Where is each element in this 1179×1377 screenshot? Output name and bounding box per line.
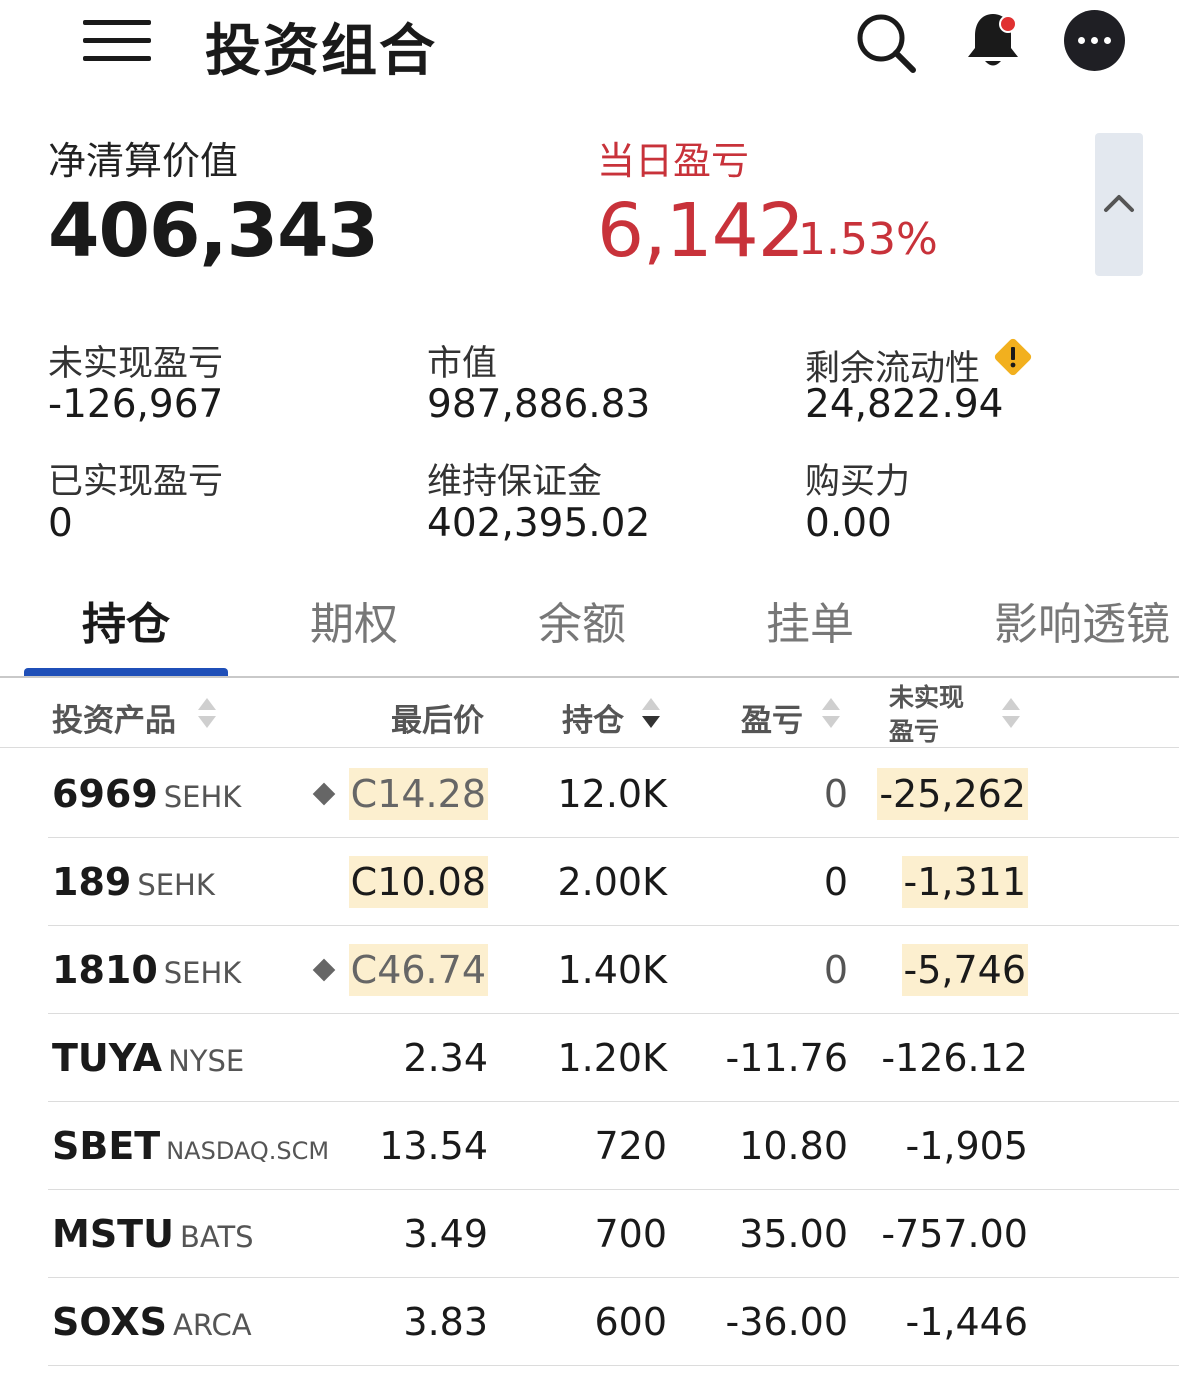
last-price: 3.49	[403, 1212, 488, 1256]
realized-pnl-label: 已实现盈亏	[48, 462, 224, 502]
sort-icon[interactable]	[1000, 696, 1022, 730]
sort-descending-icon[interactable]	[640, 696, 662, 730]
exchange: ARCA	[172, 1308, 252, 1342]
unrealized-pnl-label: 未实现盈亏	[48, 344, 224, 384]
unrealized-pnl: -1,311	[901, 856, 1028, 908]
market-value-value: 987,886.83	[427, 382, 651, 427]
symbol: 6969	[52, 772, 158, 816]
excess-liquidity-label: 剩余流动性	[805, 349, 981, 389]
tab-positions[interactable]: 持仓	[82, 599, 170, 650]
page-title: 投资组合	[205, 19, 437, 84]
daily-pnl-label: 当日盈亏	[597, 139, 750, 183]
warning-icon[interactable]	[993, 337, 1033, 377]
table-row[interactable]: 189 SEHK C10.08 2.00K 0 -1,311	[0, 838, 1179, 926]
position: 1.40K	[557, 948, 667, 992]
tab-impact-lens[interactable]: 影响透镜	[994, 599, 1170, 650]
table-row[interactable]: MSTU BATS 3.49 700 35.00 -757.00	[0, 1190, 1179, 1278]
excess-liquidity-value: 24,822.94	[805, 382, 1004, 427]
buying-power-label: 购买力	[805, 462, 911, 502]
tab-orders[interactable]: 挂单	[766, 599, 854, 650]
symbol: 189	[52, 860, 132, 904]
position: 1.20K	[557, 1036, 667, 1080]
pnl: -36.00	[725, 1300, 849, 1344]
market-value-label: 市值	[427, 344, 498, 384]
exchange: SEHK	[137, 868, 215, 902]
symbol: 1810	[52, 948, 158, 992]
column-header-product[interactable]: 投资产品	[52, 703, 176, 739]
table-row[interactable]: SOXS ARCA 3.83 600 -36.00 -1,446	[0, 1278, 1179, 1366]
symbol: SBET	[52, 1124, 161, 1168]
search-icon[interactable]	[855, 12, 917, 74]
column-header-last-price[interactable]: 最后价	[391, 703, 484, 739]
net-liquidation-label: 净清算价值	[48, 139, 239, 183]
table-row[interactable]: TUYA NYSE 2.34 1.20K -11.76 -126.12	[0, 1014, 1179, 1102]
realized-pnl-value: 0	[48, 501, 73, 546]
unrealized-pnl-value: -126,967	[48, 382, 224, 427]
app-header: 投资组合	[0, 0, 1179, 92]
table-row[interactable]: 6969 SEHK C14.28 12.0K 0 -25,262	[0, 750, 1179, 838]
more-button[interactable]	[1064, 10, 1125, 71]
exchange: SEHK	[163, 780, 242, 814]
maintenance-margin-value: 402,395.02	[427, 501, 651, 546]
table-row[interactable]: 1810 SEHK C46.74 1.40K 0 -5,746	[0, 926, 1179, 1014]
pnl: 35.00	[739, 1212, 848, 1256]
tabs-divider	[0, 676, 1179, 678]
buying-power-value: 0.00	[805, 501, 892, 546]
diamond-icon	[312, 958, 336, 982]
last-price: 2.34	[403, 1036, 488, 1080]
menu-icon[interactable]	[83, 20, 151, 62]
last-price: C10.08	[348, 856, 488, 908]
pnl: 0	[823, 860, 848, 904]
active-tab-indicator	[24, 668, 228, 676]
maintenance-margin-label: 维持保证金	[427, 462, 603, 502]
chevron-up-icon	[1104, 195, 1134, 212]
symbol: SOXS	[52, 1300, 167, 1344]
pnl: 10.80	[739, 1124, 848, 1168]
net-liquidation-value: 406,343	[48, 188, 379, 274]
table-header-divider	[0, 747, 1179, 748]
unrealized-pnl: -757.00	[881, 1212, 1028, 1256]
last-price: 13.54	[379, 1124, 488, 1168]
unrealized-pnl: -1,905	[905, 1124, 1029, 1168]
pnl: 0	[823, 772, 848, 816]
column-header-pnl[interactable]: 盈亏	[741, 703, 803, 739]
position: 700	[594, 1212, 667, 1256]
column-header-unrealized-line1[interactable]: 未实现	[889, 683, 965, 712]
position: 600	[594, 1300, 667, 1344]
symbol: TUYA	[52, 1036, 163, 1080]
collapse-summary-button[interactable]	[1095, 133, 1143, 276]
column-header-position[interactable]: 持仓	[562, 703, 624, 739]
sort-icon[interactable]	[820, 696, 842, 730]
sort-icon[interactable]	[196, 696, 218, 730]
pnl: 0	[823, 948, 848, 992]
unrealized-pnl: -5,746	[901, 944, 1028, 996]
position: 12.0K	[557, 772, 667, 816]
last-price: C14.28	[348, 768, 488, 820]
tab-options[interactable]: 期权	[310, 599, 398, 650]
bell-icon[interactable]	[962, 8, 1024, 72]
unrealized-pnl: -25,262	[877, 768, 1028, 820]
last-price: C46.74	[348, 944, 488, 996]
position: 720	[594, 1124, 667, 1168]
tab-balances[interactable]: 余额	[538, 599, 626, 650]
daily-pnl-value: 6,142	[597, 188, 805, 274]
last-price: 3.83	[403, 1300, 488, 1344]
pnl: -11.76	[725, 1036, 849, 1080]
exchange: BATS	[179, 1220, 254, 1254]
exchange: SEHK	[163, 956, 242, 990]
table-row[interactable]: SBET NASDAQ.SCM 13.54 720 10.80 -1,905	[0, 1102, 1179, 1190]
position: 2.00K	[557, 860, 667, 904]
unrealized-pnl: -1,446	[905, 1300, 1029, 1344]
diamond-icon	[312, 782, 336, 806]
exchange: NASDAQ.SCM	[166, 1137, 330, 1165]
unrealized-pnl: -126.12	[881, 1036, 1028, 1080]
symbol: MSTU	[52, 1212, 174, 1256]
column-header-unrealized-line2[interactable]: 盈亏	[889, 717, 940, 746]
exchange: NYSE	[168, 1044, 245, 1078]
daily-pnl-percent: 1.53%	[798, 214, 938, 265]
